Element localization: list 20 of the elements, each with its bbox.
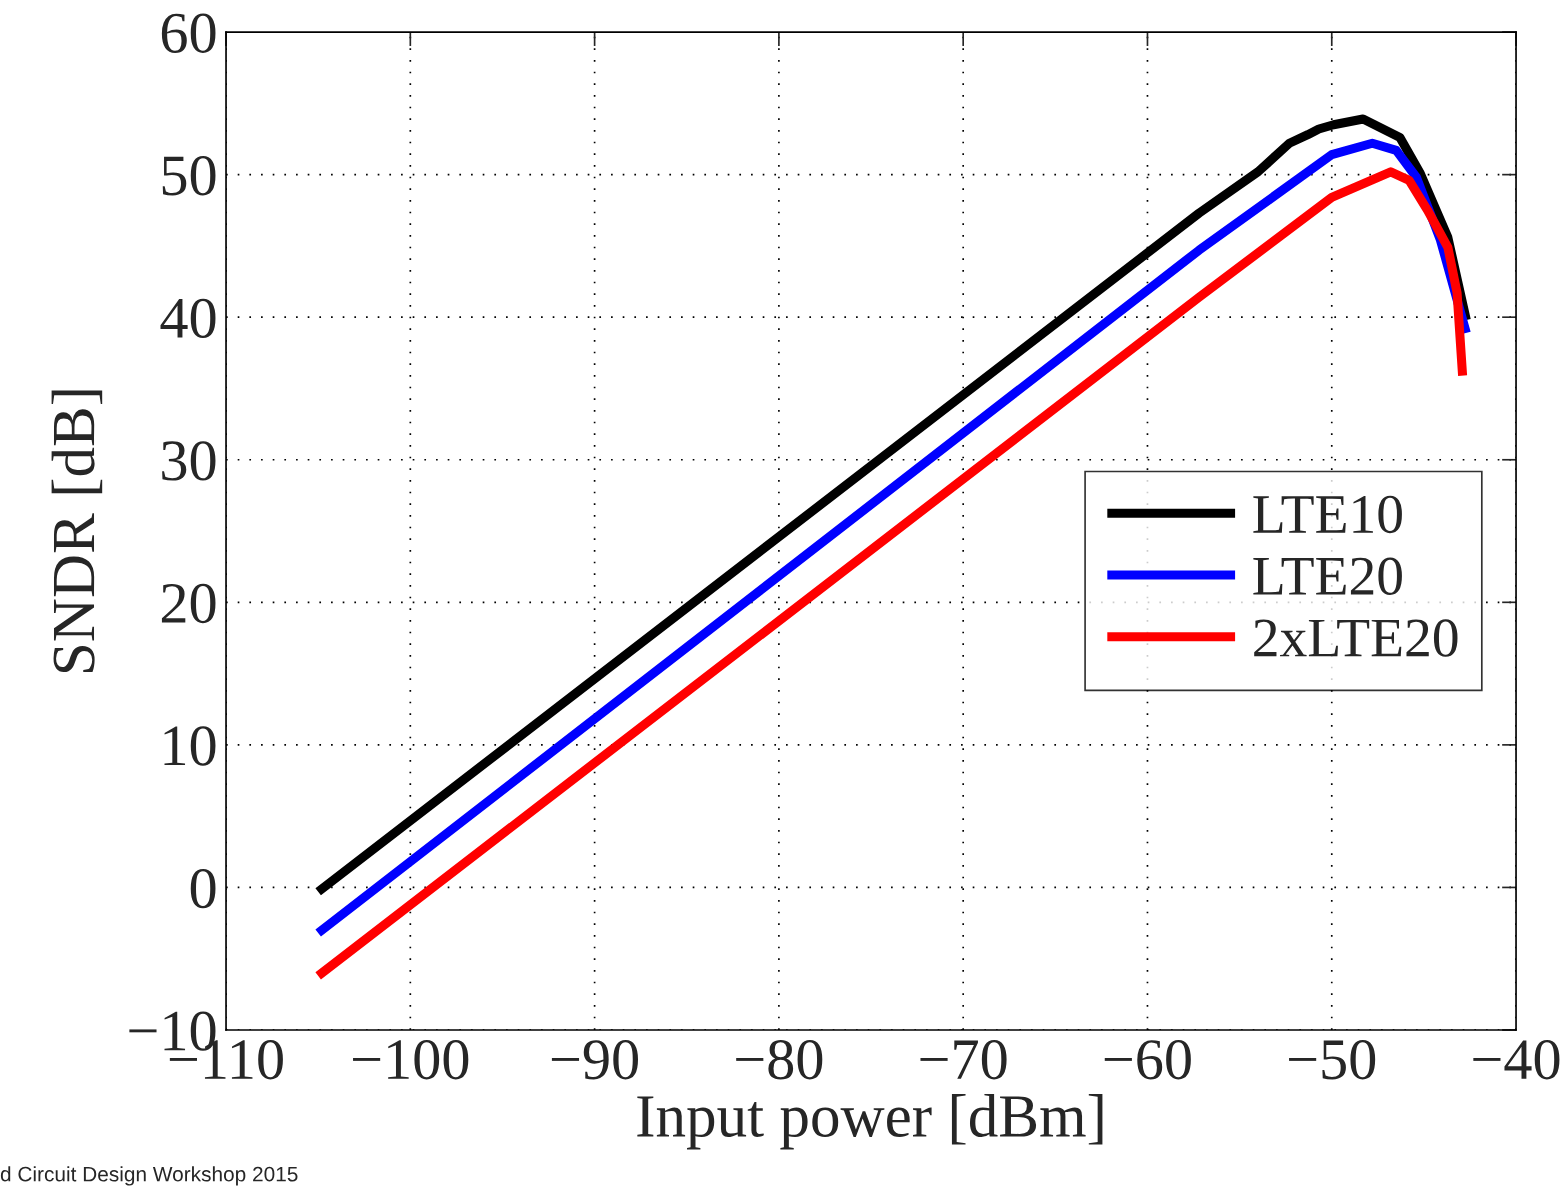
x-tick-label: −50 [1289,1040,1376,1080]
x-tick-label: −80 [736,1040,823,1080]
y-tick-label: 60 [161,13,216,53]
y-axis-title: SNDR [dB] [51,390,103,673]
x-tick-label: −90 [551,1040,638,1080]
legend-label: LTE10 [1253,495,1402,534]
x-axis-title: Input power [dBm] [637,1094,1103,1150]
legend-label: 2xLTE20 [1254,619,1458,657]
y-tick-label: 20 [161,583,216,624]
x-tick-label: −100 [353,1040,469,1080]
y-tick-label: 10 [164,726,216,766]
y-tick-label: 0 [190,868,216,909]
y-tick-label: 30 [162,441,216,481]
text: d Circuit Design Workshop 2015 [0,1166,298,1186]
x-tick-label: −70 [920,1040,1007,1080]
x-tick-label: −40 [1473,1040,1560,1080]
legend-label: LTE20 [1253,557,1402,596]
y-tick-label: 40 [160,298,216,339]
y-tick-label: 50 [162,156,216,196]
x-tick-label: −60 [1104,1040,1191,1080]
